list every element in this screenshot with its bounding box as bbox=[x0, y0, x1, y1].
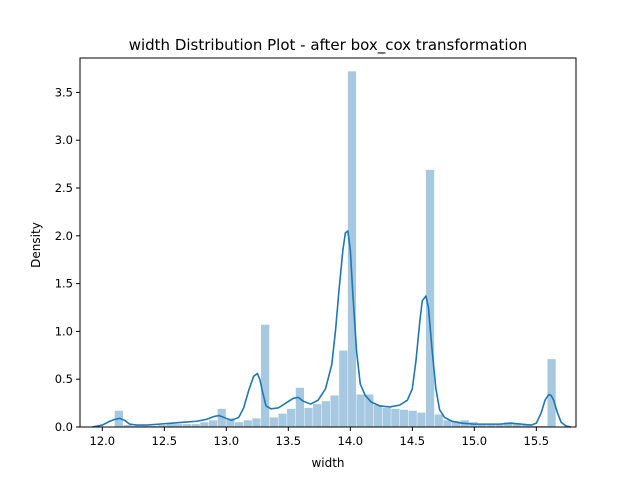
histogram-bar bbox=[243, 420, 252, 427]
histogram-bar bbox=[182, 424, 192, 427]
kde-curve bbox=[92, 230, 572, 428]
histogram-bar bbox=[123, 425, 132, 427]
histogram-bar bbox=[434, 414, 443, 427]
histogram-bar bbox=[504, 422, 513, 427]
histogram-bar bbox=[382, 407, 391, 427]
histogram-bar bbox=[425, 169, 435, 427]
histogram-bar bbox=[391, 408, 400, 427]
histogram-bar bbox=[486, 424, 495, 427]
y-tick-label: 0.5 bbox=[55, 372, 73, 386]
histogram-bar bbox=[373, 405, 383, 427]
histogram-bar bbox=[252, 418, 261, 427]
y-tick-label: 1.5 bbox=[55, 277, 73, 291]
x-tick-label: 12.5 bbox=[152, 434, 178, 448]
histogram-bar bbox=[166, 424, 176, 427]
histogram-bar bbox=[235, 422, 244, 427]
x-tick-label: 14.0 bbox=[338, 434, 364, 448]
y-axis-label: Density bbox=[29, 222, 43, 268]
y-tick-label: 2.0 bbox=[55, 229, 73, 243]
histogram-bar bbox=[495, 424, 504, 427]
histogram-bar bbox=[347, 71, 357, 427]
plot-area bbox=[92, 71, 572, 428]
histogram-bar bbox=[321, 401, 331, 427]
x-tick-label: 13.5 bbox=[276, 434, 302, 448]
histogram-bar bbox=[452, 421, 461, 427]
histogram-bar bbox=[208, 420, 218, 427]
histogram-bar bbox=[478, 424, 487, 427]
histogram-bar bbox=[261, 324, 270, 427]
histogram-bar bbox=[356, 394, 365, 427]
histogram-bar bbox=[330, 395, 339, 427]
y-tick-label: 0.0 bbox=[55, 420, 73, 434]
axes-frame bbox=[79, 57, 577, 428]
histogram-bar bbox=[217, 408, 226, 427]
histogram-bar bbox=[158, 425, 167, 427]
histogram-bar bbox=[269, 417, 278, 427]
histogram-bar bbox=[521, 425, 530, 427]
x-tick-label: 14.5 bbox=[400, 434, 426, 448]
histogram-bar bbox=[313, 404, 322, 427]
histogram-bar bbox=[304, 407, 313, 427]
histogram-bar bbox=[339, 350, 348, 427]
histogram-bar bbox=[200, 422, 209, 427]
histogram-bar bbox=[547, 359, 556, 427]
y-tick-label: 3.0 bbox=[55, 133, 73, 147]
x-tick-label: 15.0 bbox=[462, 434, 488, 448]
x-tick-label: 15.5 bbox=[524, 434, 550, 448]
chart-title: width Distribution Plot - after box_cox … bbox=[129, 36, 528, 55]
x-axis-label: width bbox=[311, 456, 344, 470]
histogram-bar bbox=[399, 409, 409, 427]
histogram-bar bbox=[417, 412, 426, 427]
histogram-bar bbox=[408, 410, 417, 427]
histogram-bar bbox=[512, 423, 521, 427]
y-tick-label: 2.5 bbox=[55, 181, 73, 195]
x-tick-label: 13.0 bbox=[214, 434, 240, 448]
histogram-bar bbox=[278, 413, 287, 427]
y-tick-label: 3.5 bbox=[55, 85, 73, 99]
x-tick-label: 12.0 bbox=[90, 434, 116, 448]
histogram-bar bbox=[226, 418, 235, 427]
histogram-bar bbox=[295, 387, 304, 427]
histogram-bar bbox=[287, 408, 296, 427]
histogram-bar bbox=[191, 424, 200, 427]
y-axis: 0.0 0.5 1.0 1.5 2.0 2.5 3.0 3.5 bbox=[55, 85, 80, 434]
histogram-bar bbox=[443, 420, 452, 427]
histogram-bar bbox=[174, 424, 183, 427]
histogram-bar bbox=[365, 394, 374, 427]
y-tick-label: 1.0 bbox=[55, 324, 73, 338]
x-axis: 12.0 12.5 13.0 13.5 14.0 14.5 15.0 15.5 bbox=[90, 427, 550, 448]
